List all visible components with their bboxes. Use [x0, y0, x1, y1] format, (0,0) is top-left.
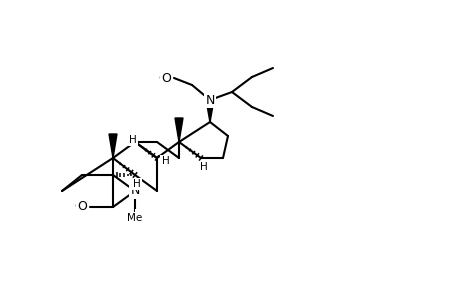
Text: Me: Me	[127, 213, 142, 223]
Text: H: H	[200, 162, 207, 172]
Polygon shape	[206, 100, 213, 122]
Polygon shape	[109, 134, 117, 158]
Text: H: H	[133, 179, 140, 189]
Text: N: N	[205, 94, 214, 106]
Text: N: N	[130, 184, 140, 197]
Text: N: N	[205, 94, 214, 106]
Text: H: H	[129, 135, 137, 145]
Text: O: O	[77, 200, 87, 214]
Text: H: H	[161, 156, 168, 166]
Text: O: O	[158, 71, 168, 85]
Polygon shape	[174, 118, 183, 142]
Text: H: H	[133, 179, 140, 189]
Text: H: H	[129, 135, 137, 145]
Text: H: H	[200, 162, 207, 172]
Text: H: H	[162, 156, 169, 166]
Text: O: O	[161, 71, 171, 85]
Text: O: O	[74, 200, 84, 214]
Text: N: N	[130, 184, 140, 197]
